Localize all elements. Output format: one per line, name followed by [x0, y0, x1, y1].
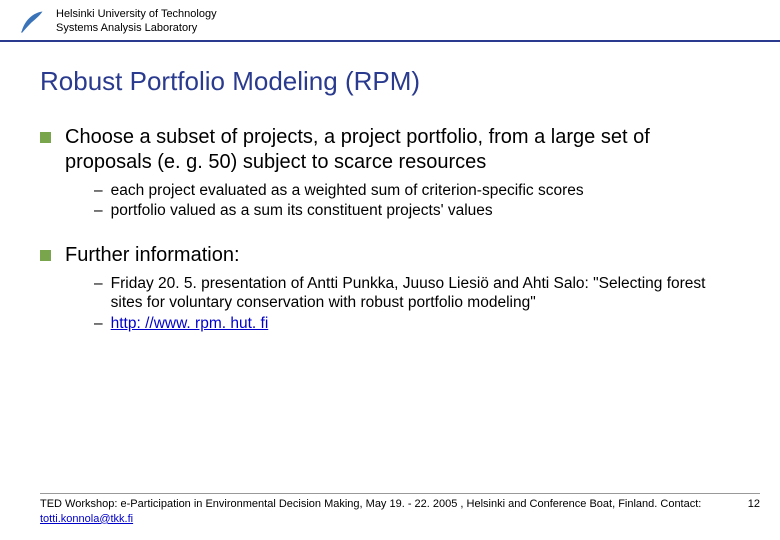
- page-number: 12: [748, 497, 760, 511]
- square-bullet-icon: [40, 250, 51, 261]
- sub-item: – portfolio valued as a sum its constitu…: [94, 201, 740, 220]
- header-inner: Helsinki University of Technology System…: [18, 8, 762, 36]
- sub-text: portfolio valued as a sum its constituen…: [111, 201, 493, 220]
- sub-item: – Friday 20. 5. presentation of Antti Pu…: [94, 274, 740, 313]
- bullet-text: Choose a subset of projects, a project p…: [65, 125, 740, 175]
- footer-text: TED Workshop: e-Participation in Environ…: [40, 497, 740, 526]
- sub-list: – each project evaluated as a weighted s…: [94, 181, 740, 221]
- bullet-text: Further information:: [65, 243, 240, 268]
- rpm-link[interactable]: http: //www. rpm. hut. fi: [111, 314, 269, 333]
- bullet-item: Further information:: [40, 243, 740, 268]
- slide-title: Robust Portfolio Modeling (RPM): [0, 42, 780, 111]
- feather-logo-icon: [18, 8, 46, 36]
- sub-item: – each project evaluated as a weighted s…: [94, 181, 740, 200]
- slide-footer: TED Workshop: e-Participation in Environ…: [40, 493, 760, 526]
- dash-icon: –: [94, 201, 103, 220]
- dash-icon: –: [94, 274, 103, 293]
- dash-icon: –: [94, 181, 103, 200]
- sub-text: each project evaluated as a weighted sum…: [111, 181, 584, 200]
- slide-header: Helsinki University of Technology System…: [0, 0, 780, 42]
- org-line2: Systems Analysis Laboratory: [56, 22, 217, 36]
- footer-pre: TED Workshop: e-Participation in Environ…: [40, 498, 701, 510]
- sub-item: – http: //www. rpm. hut. fi: [94, 314, 740, 333]
- org-text: Helsinki University of Technology System…: [56, 8, 217, 36]
- org-line1: Helsinki University of Technology: [56, 8, 217, 22]
- bullet-item: Choose a subset of projects, a project p…: [40, 125, 740, 175]
- dash-icon: –: [94, 314, 103, 333]
- sub-list: – Friday 20. 5. presentation of Antti Pu…: [94, 274, 740, 333]
- slide-content: Choose a subset of projects, a project p…: [0, 125, 780, 333]
- contact-link[interactable]: totti.konnola@tkk.fi: [40, 513, 133, 525]
- square-bullet-icon: [40, 132, 51, 143]
- sub-text: Friday 20. 5. presentation of Antti Punk…: [111, 274, 740, 313]
